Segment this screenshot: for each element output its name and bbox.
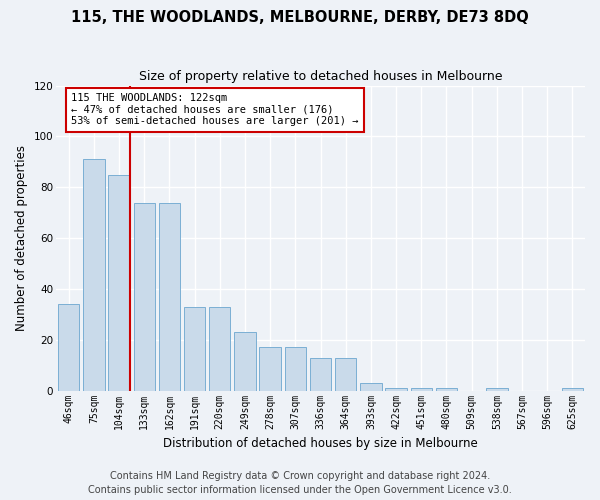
Text: Contains HM Land Registry data © Crown copyright and database right 2024.
Contai: Contains HM Land Registry data © Crown c… xyxy=(88,471,512,495)
Text: 115 THE WOODLANDS: 122sqm
← 47% of detached houses are smaller (176)
53% of semi: 115 THE WOODLANDS: 122sqm ← 47% of detac… xyxy=(71,93,359,126)
Y-axis label: Number of detached properties: Number of detached properties xyxy=(15,145,28,331)
Bar xyxy=(410,388,432,390)
Bar xyxy=(284,348,306,391)
X-axis label: Distribution of detached houses by size in Melbourne: Distribution of detached houses by size … xyxy=(163,437,478,450)
Bar xyxy=(436,388,457,390)
Bar xyxy=(310,358,331,390)
Bar xyxy=(259,348,281,391)
Bar xyxy=(562,388,583,390)
Bar xyxy=(58,304,79,390)
Bar xyxy=(234,332,256,390)
Text: 115, THE WOODLANDS, MELBOURNE, DERBY, DE73 8DQ: 115, THE WOODLANDS, MELBOURNE, DERBY, DE… xyxy=(71,10,529,25)
Bar xyxy=(335,358,356,390)
Title: Size of property relative to detached houses in Melbourne: Size of property relative to detached ho… xyxy=(139,70,502,83)
Bar xyxy=(109,174,130,390)
Bar xyxy=(486,388,508,390)
Bar xyxy=(184,306,205,390)
Bar xyxy=(209,306,230,390)
Bar xyxy=(83,160,104,390)
Bar xyxy=(385,388,407,390)
Bar xyxy=(360,383,382,390)
Bar xyxy=(134,202,155,390)
Bar xyxy=(159,202,180,390)
